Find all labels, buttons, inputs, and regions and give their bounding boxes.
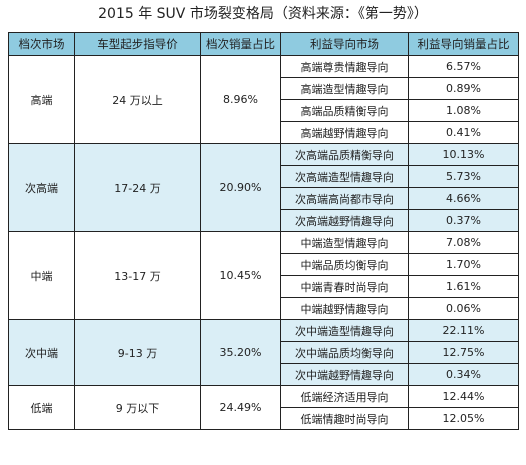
table-row: 中端品质均衡导向 1.70% bbox=[9, 253, 519, 276]
price-cell: 13-17 万 bbox=[74, 231, 201, 320]
price-cell: 9-13 万 bbox=[74, 319, 201, 386]
market-cell: 次中端品质均衡导向 bbox=[280, 341, 409, 364]
table-row: 高端越野情趣导向 0.41% bbox=[9, 121, 519, 144]
tier-cell: 高端 bbox=[8, 55, 75, 144]
tier-cell: 低端 bbox=[8, 385, 75, 430]
tier-share-cell: 20.90% bbox=[200, 143, 281, 232]
market-share-cell: 0.41% bbox=[408, 121, 519, 144]
table-body: 高端 24 万以上 8.96% 高端尊贵情趣导向 6.57% 高端造型情趣导向 0.89% 高… bbox=[8, 55, 519, 430]
market-share-cell: 1.61% bbox=[408, 275, 519, 298]
market-cell: 高端尊贵情趣导向 bbox=[280, 55, 409, 78]
header-price: 车型起步指导价 bbox=[74, 32, 201, 56]
market-share-cell: 22.11% bbox=[408, 319, 519, 342]
suv-market-table: 档次市场 车型起步指导价 档次销量占比 利益导向市场 利益导向销量占比 高端 24… bbox=[8, 32, 519, 430]
market-cell: 次中端越野情趣导向 bbox=[280, 363, 409, 386]
market-cell: 次中端造型情趣导向 bbox=[280, 319, 409, 342]
table-header-row: 档次市场 车型起步指导价 档次销量占比 利益导向市场 利益导向销量占比 bbox=[8, 32, 519, 56]
market-cell: 高端越野情趣导向 bbox=[280, 121, 409, 144]
table-row: 中端 13-17 万 10.45% 中端造型情趣导向 7.08% bbox=[8, 231, 519, 320]
market-cell: 中端青春时尚导向 bbox=[280, 275, 409, 298]
market-cell: 低端经济适用导向 bbox=[280, 385, 409, 408]
table-row: 中端青春时尚导向 1.61% bbox=[9, 275, 519, 298]
page-title: 2015 年 SUV 市场裂变格局（资料来源：《第一势》） bbox=[98, 6, 428, 22]
market-share-cell: 12.44% bbox=[408, 385, 519, 408]
tier-cell: 中端 bbox=[8, 231, 75, 320]
market-cell: 高端品质精衡导向 bbox=[280, 99, 409, 122]
market-share-cell: 0.89% bbox=[408, 77, 519, 100]
tier-share-cell: 8.96% bbox=[200, 55, 281, 144]
table-row: 次高端越野情趣导向 0.37% bbox=[9, 209, 519, 232]
market-cell: 低端情趣时尚导向 bbox=[280, 407, 409, 430]
market-share-cell: 0.06% bbox=[408, 297, 519, 320]
price-cell: 24 万以上 bbox=[74, 55, 201, 144]
table-row: 低端 9 万以下 24.49% 低端经济适用导向 12.44% bbox=[8, 385, 519, 430]
tier-share-cell: 35.20% bbox=[200, 319, 281, 386]
table-row: 高端 24 万以上 8.96% 高端尊贵情趣导向 6.57% bbox=[8, 55, 519, 144]
table-row: 次高端高尚都市导向 4.66% bbox=[9, 187, 519, 210]
price-cell: 9 万以下 bbox=[74, 385, 201, 430]
table-row: 低端情趣时尚导向 12.05% bbox=[9, 407, 519, 430]
market-share-cell: 1.08% bbox=[408, 99, 519, 122]
table-row: 中端越野情趣导向 0.06% bbox=[9, 297, 519, 320]
tier-share-cell: 10.45% bbox=[200, 231, 281, 320]
market-share-cell: 1.70% bbox=[408, 253, 519, 276]
header-tier-share: 档次销量占比 bbox=[200, 32, 281, 56]
market-share-cell: 10.13% bbox=[408, 143, 519, 166]
market-share-cell: 6.57% bbox=[408, 55, 519, 78]
header-tier: 档次市场 bbox=[8, 32, 75, 56]
market-cell: 次高端品质精衡导向 bbox=[280, 143, 409, 166]
market-share-cell: 12.75% bbox=[408, 341, 519, 364]
header-market-share: 利益导向销量占比 bbox=[408, 32, 519, 56]
market-share-cell: 5.73% bbox=[408, 165, 519, 188]
market-cell: 中端造型情趣导向 bbox=[280, 231, 409, 254]
market-share-cell: 12.05% bbox=[408, 407, 519, 430]
table-row: 次中端越野情趣导向 0.34% bbox=[9, 363, 519, 386]
market-cell: 次高端高尚都市导向 bbox=[280, 187, 409, 210]
price-cell: 17-24 万 bbox=[74, 143, 201, 232]
market-cell: 次高端越野情趣导向 bbox=[280, 209, 409, 232]
market-share-cell: 0.37% bbox=[408, 209, 519, 232]
market-share-cell: 7.08% bbox=[408, 231, 519, 254]
market-share-cell: 0.34% bbox=[408, 363, 519, 386]
market-cell: 中端越野情趣导向 bbox=[280, 297, 409, 320]
tier-cell: 次中端 bbox=[8, 319, 75, 386]
market-cell: 高端造型情趣导向 bbox=[280, 77, 409, 100]
market-cell: 次高端造型情趣导向 bbox=[280, 165, 409, 188]
market-cell: 中端品质均衡导向 bbox=[280, 253, 409, 276]
header-market: 利益导向市场 bbox=[280, 32, 409, 56]
table-row: 次中端 9-13 万 35.20% 次中端造型情趣导向 22.11% bbox=[8, 319, 519, 386]
market-share-cell: 4.66% bbox=[408, 187, 519, 210]
table-row: 次高端 17-24 万 20.90% 次高端品质精衡导向 10.13% bbox=[8, 143, 519, 232]
tier-share-cell: 24.49% bbox=[200, 385, 281, 430]
table-row: 次中端品质均衡导向 12.75% bbox=[9, 341, 519, 364]
tier-cell: 次高端 bbox=[8, 143, 75, 232]
